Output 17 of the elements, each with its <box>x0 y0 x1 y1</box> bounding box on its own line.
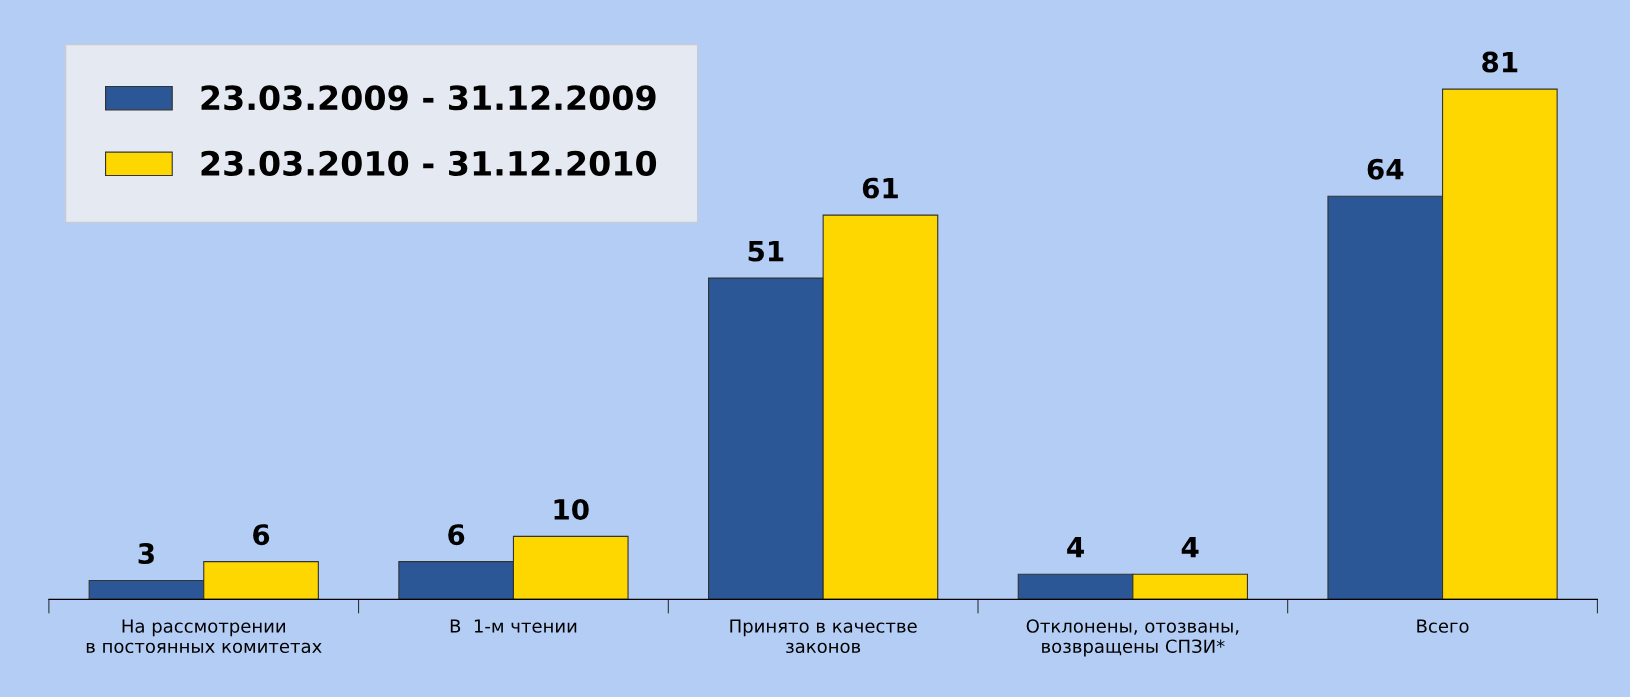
legend-label: 23.03.2010 - 31.12.2010 <box>201 150 657 176</box>
x-tick-label: Принято в качестве законов <box>730 619 917 654</box>
x-tick-label: Всего <box>1417 619 1469 633</box>
data-label: 61 <box>862 177 898 199</box>
x-tick-label: Отклонены, отозваны, возвращены СПЗИ* <box>1026 619 1239 657</box>
data-label: 81 <box>1482 51 1518 73</box>
data-label: 10 <box>554 498 589 520</box>
x-tick-label: На рассмотрении в постоянных комитетах <box>86 619 322 654</box>
data-label: 51 <box>748 240 784 262</box>
x-tick-label: В 1-м чтении <box>450 619 577 633</box>
data-label: 4 <box>1067 537 1084 558</box>
data-label: 3 <box>138 543 154 565</box>
data-label: 4 <box>1181 537 1199 558</box>
data-label: 6 <box>448 524 465 546</box>
data-label: 64 <box>1367 158 1404 180</box>
data-label: 6 <box>253 524 270 546</box>
legend-label: 23.03.2009 - 31.12.2009 <box>201 85 656 111</box>
